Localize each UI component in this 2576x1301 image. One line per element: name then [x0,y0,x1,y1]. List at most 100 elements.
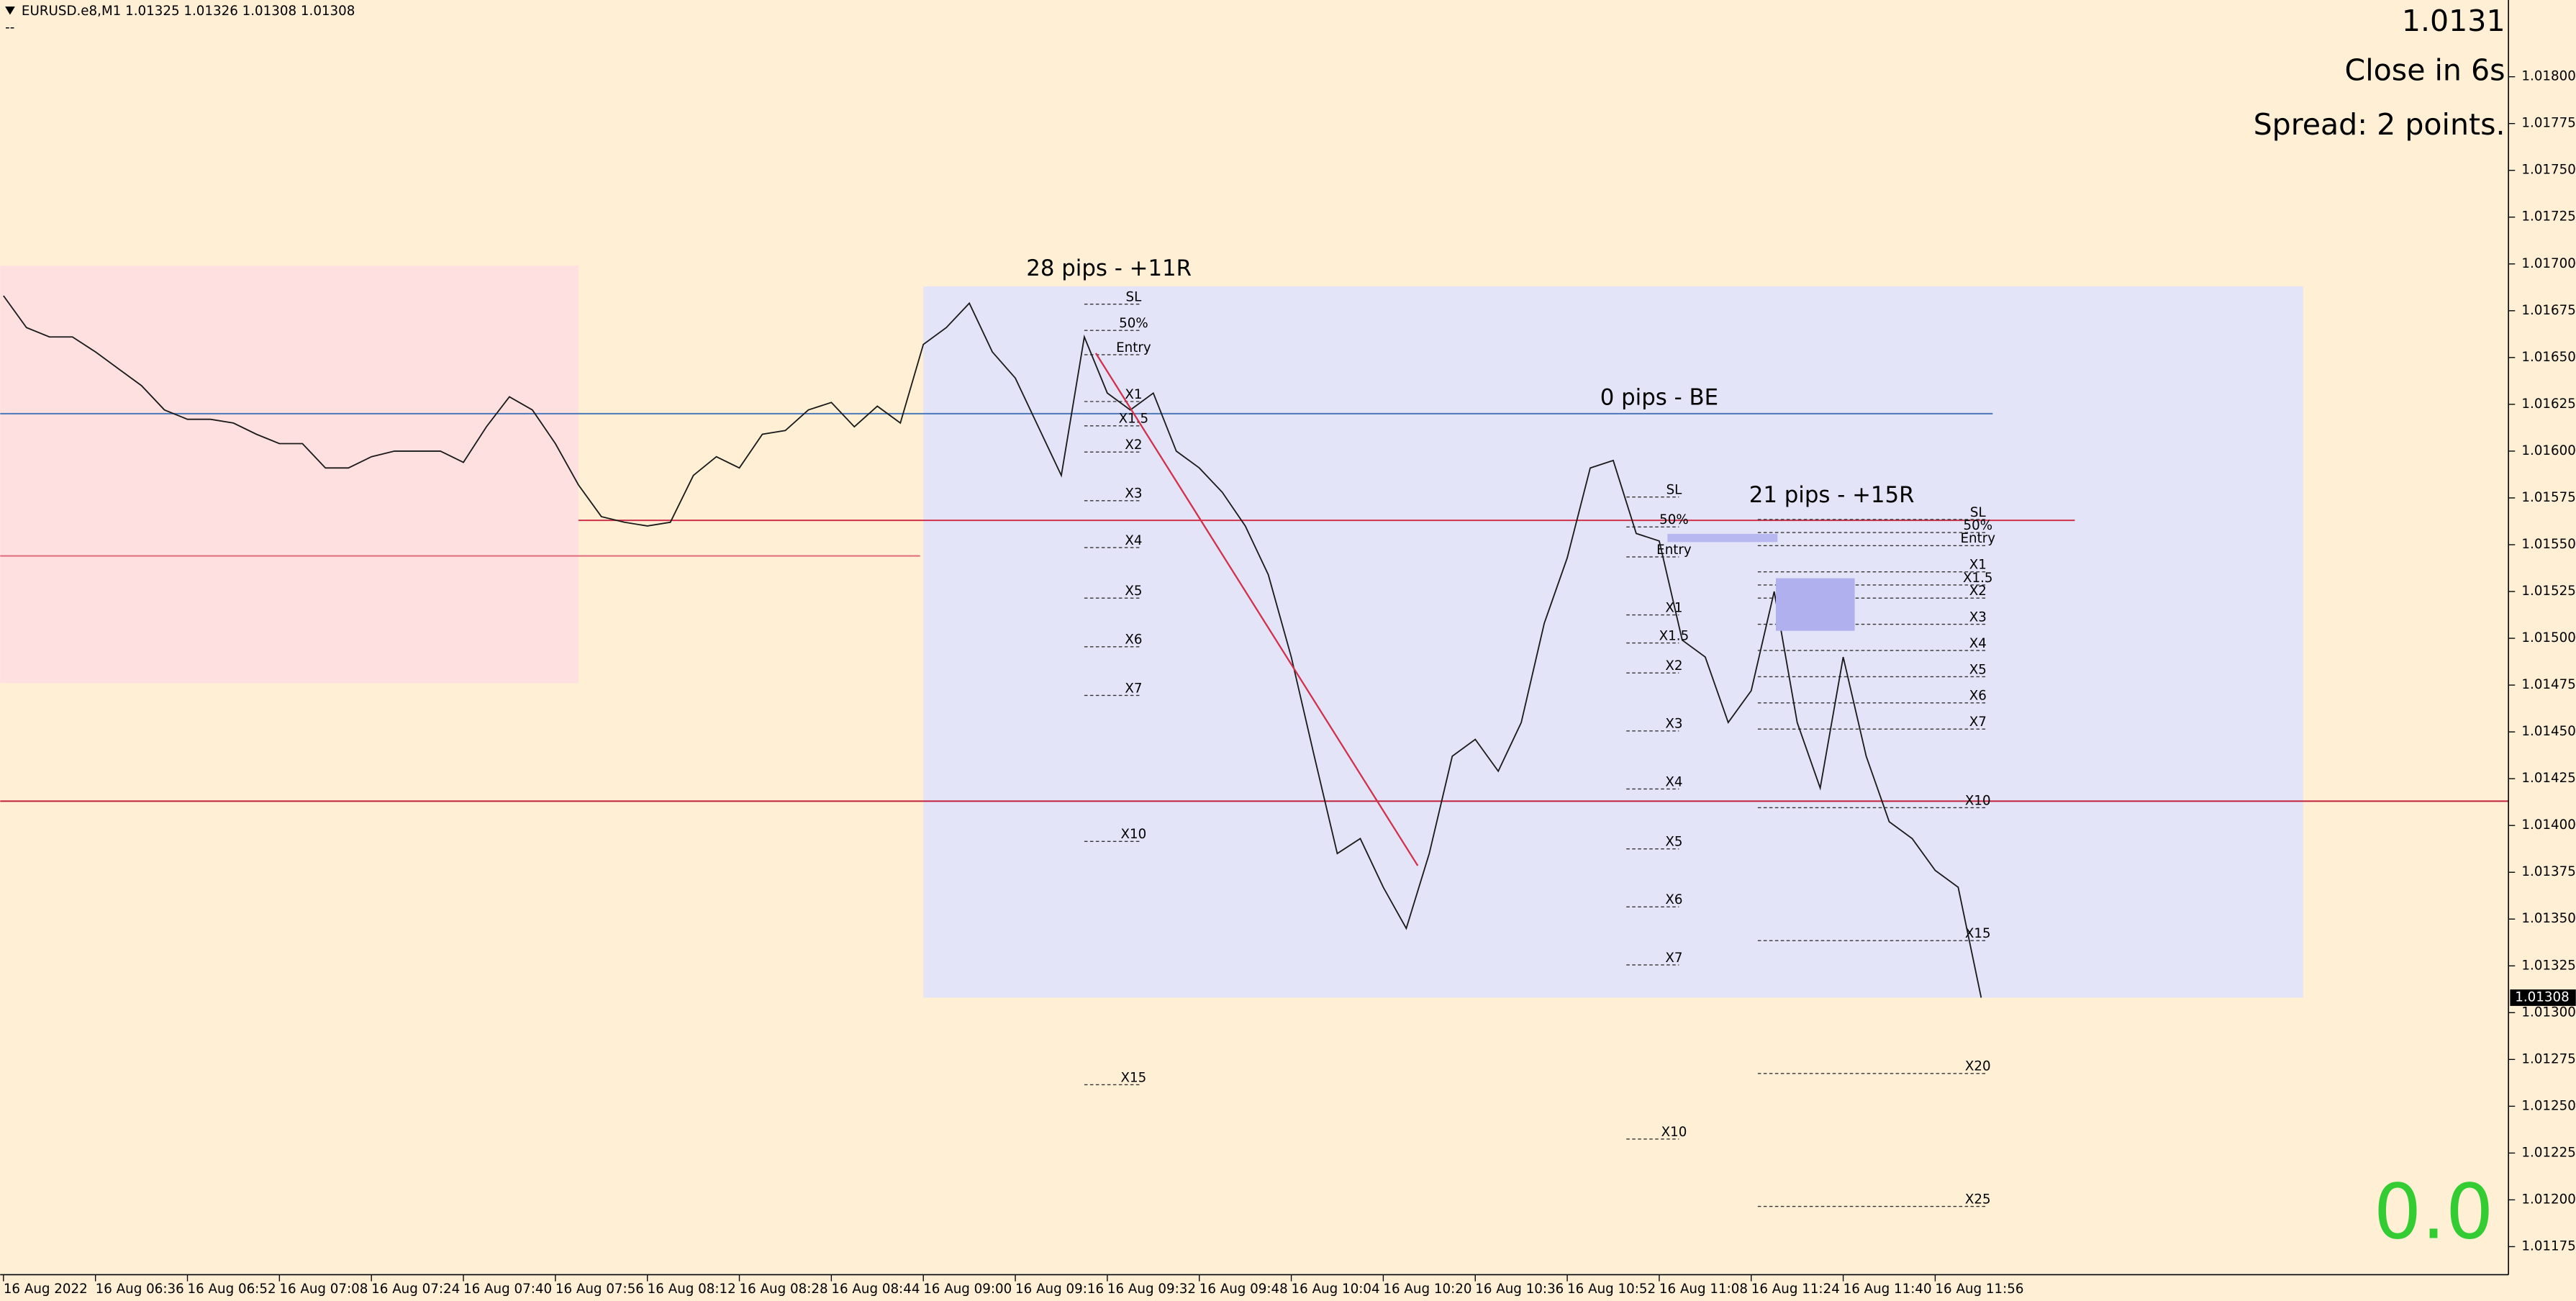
y-tick-label: 1.01525 [2521,584,2575,599]
x-tick-label: 16 Aug 07:24 [371,1282,460,1297]
trade-level-label: X7 [1969,715,1987,730]
y-tick-label: 1.01600 [2521,443,2575,458]
y-tick-label: 1.01675 [2521,303,2575,318]
x-tick-label: 16 Aug 09:16 [1015,1282,1104,1297]
trade-level-label: X5 [1665,835,1682,850]
trade-level-label: X20 [1965,1059,1991,1074]
trade-level-label: Entry [1656,543,1692,558]
trade-level-label: X10 [1965,793,1991,808]
trade-level-label: Entry [1116,340,1151,355]
y-tick-label: 1.01300 [2521,1005,2575,1020]
trade-level-label: X1 [1125,387,1142,402]
trade-level-label: X3 [1665,717,1682,732]
trade-level-label: SL [1970,505,1987,520]
trade-level-label: X1 [1969,558,1987,573]
trade-level-label: X6 [1665,892,1682,907]
trade-level-label: X6 [1125,633,1142,648]
y-tick-label: 1.01700 [2521,256,2575,271]
trade-level-label: X2 [1969,584,1987,599]
trade-level-label: X15 [1965,926,1991,941]
trade-level-label: X7 [1665,951,1682,966]
y-tick-label: 1.01775 [2521,116,2575,131]
trade-level-label: SL [1126,290,1143,305]
price-line [3,295,1982,998]
trade-level-label: 50% [1659,512,1689,527]
x-tick-label: 16 Aug 08:44 [831,1282,920,1297]
x-tick-label: 16 Aug 11:08 [1659,1282,1748,1297]
trade-level-label: X6 [1969,689,1987,704]
x-tick-label: 16 Aug 10:52 [1567,1282,1656,1297]
y-tick-label: 1.01500 [2521,630,2575,645]
x-tick-label: 16 Aug 09:00 [923,1282,1012,1297]
symbol-info: EURUSD.e8,M1 1.01325 1.01326 1.01308 1.0… [22,4,355,19]
y-tick-label: 1.01375 [2521,864,2575,879]
menu-icon[interactable] [5,6,15,15]
y-tick-label: 1.01625 [2521,396,2575,412]
entry-zone [1776,578,1855,631]
trade-level-label: SL [1666,483,1683,498]
trade-level-label: X2 [1665,658,1682,674]
y-tick-label: 1.01450 [2521,724,2575,739]
x-tick-label: 16 Aug 11:56 [1935,1282,2023,1297]
y-tick-label: 1.01725 [2521,209,2575,225]
x-tick-label: 16 Aug 08:28 [740,1282,828,1297]
trade-level-label: X3 [1969,609,1987,625]
current-price: 1.0131 [2402,4,2505,38]
entry-zone [1667,533,1778,543]
current-price-box [2510,989,2576,1006]
trade-level-label: X4 [1125,533,1142,548]
trade-level-label: X10 [1121,827,1147,842]
y-tick-label: 1.01575 [2521,490,2575,505]
y-tick-label: 1.01650 [2521,350,2575,365]
x-tick-label: 16 Aug 07:56 [555,1282,644,1297]
trade-level-label: X7 [1125,681,1142,696]
y-tick-label: 1.01250 [2521,1098,2575,1113]
zone [923,286,2303,998]
x-tick-label: 16 Aug 07:08 [279,1282,368,1297]
y-tick-label: 1.01550 [2521,537,2575,552]
y-tick-label: 1.01175 [2521,1238,2575,1254]
spread: Spread: 2 points. [2254,107,2505,142]
trade-level-label: X2 [1125,438,1142,453]
trend-line [1094,353,1419,866]
y-tick-label: 1.01225 [2521,1145,2575,1160]
y-tick-label: 1.01325 [2521,958,2575,973]
y-tick-label: 1.01750 [2521,163,2575,178]
y-tick-label: 1.01475 [2521,677,2575,692]
trade-level-label: 50% [1963,518,1992,533]
x-tick-label: 16 Aug 06:36 [96,1282,184,1297]
zone [0,266,579,684]
trade-result: 28 pips - +11R [1026,255,1192,281]
x-tick-label: 16 Aug 06:52 [188,1282,276,1297]
symbol-sub: -- [5,20,14,35]
y-tick-label: 1.01350 [2521,911,2575,926]
trade-level-label: 50% [1119,316,1148,331]
current-price-label: 1.01308 [2515,989,2569,1005]
trade-result: 21 pips - +15R [1749,482,1915,508]
x-tick-label: 16 Aug 11:24 [1751,1282,1840,1297]
trade-level-label: X4 [1969,636,1987,651]
countdown: Close in 6s [2345,53,2505,87]
trade-level-label: X1.5 [1119,412,1149,427]
trade-level-label: X5 [1969,662,1987,677]
trade-level-label: X15 [1121,1070,1147,1085]
x-tick-label: 16 Aug 11:40 [1843,1282,1932,1297]
x-tick-label: 16 Aug 09:32 [1107,1282,1196,1297]
x-tick-label: 16 Aug 10:36 [1475,1282,1564,1297]
y-tick-label: 1.01200 [2521,1192,2575,1207]
x-tick-label: 16 Aug 2022 [4,1282,88,1297]
y-tick-label: 1.01400 [2521,817,2575,833]
trade-level-label: X1 [1665,600,1682,615]
trade-level-label: Entry [1961,531,1996,546]
trade-level-label: X4 [1665,774,1682,789]
trade-result: 0 pips - BE [1600,385,1718,411]
trade-level-label: X5 [1125,584,1142,599]
y-tick-label: 1.01275 [2521,1051,2575,1066]
x-tick-label: 16 Aug 09:48 [1199,1282,1288,1297]
x-tick-label: 16 Aug 10:20 [1383,1282,1471,1297]
x-tick-label: 16 Aug 10:04 [1292,1282,1380,1297]
y-tick-label: 1.01800 [2521,69,2575,84]
trade-level-label: X3 [1125,486,1142,502]
profit: 0.0 [2374,1168,2494,1256]
